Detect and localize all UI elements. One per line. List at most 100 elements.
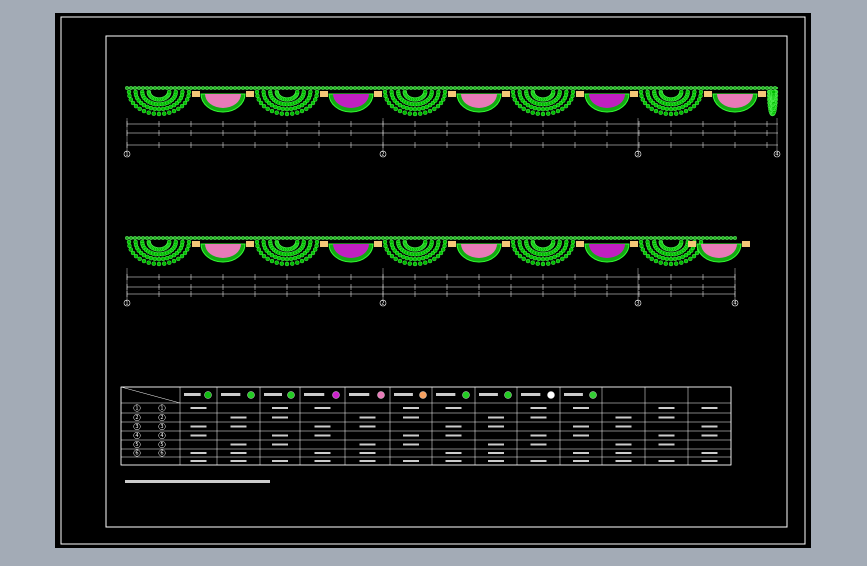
cell-text	[445, 434, 462, 437]
garland-dot	[179, 103, 185, 109]
cell-text	[530, 443, 547, 446]
rail-plant	[361, 85, 366, 90]
rail-plant	[629, 85, 634, 90]
rail-plant	[665, 85, 670, 90]
garland-dot	[146, 110, 151, 115]
garland-dot	[401, 254, 406, 260]
garland-dot	[295, 89, 300, 95]
rail-plant	[136, 85, 141, 90]
row-number: 5	[135, 442, 138, 448]
garland-dot	[133, 103, 139, 109]
cell-text	[359, 452, 376, 454]
rail-plant	[657, 85, 662, 90]
rail-plant	[297, 85, 302, 90]
garland-dot	[307, 103, 313, 109]
garland-dot	[274, 260, 279, 265]
rail-plant	[176, 85, 181, 90]
header-text	[184, 393, 201, 396]
rail-plant	[385, 235, 390, 240]
row-number: 2	[135, 415, 138, 421]
garland-dot	[186, 93, 191, 99]
axis-bubble	[773, 150, 781, 158]
rail-plant	[144, 85, 149, 90]
rail-plant	[441, 235, 446, 240]
flower-bed-inner	[701, 244, 737, 258]
garland-dot	[137, 256, 142, 262]
rail-plant	[220, 235, 225, 240]
cell-text	[359, 443, 376, 446]
garland-dot	[442, 93, 447, 99]
garland-dot	[653, 258, 659, 264]
garland-dot	[151, 261, 156, 266]
axis-label: 4	[733, 301, 736, 307]
rail-plant	[429, 85, 434, 90]
garland-dot	[279, 261, 284, 266]
garland-dot	[645, 103, 651, 109]
garland-dot	[412, 261, 418, 267]
rail-plant	[565, 85, 570, 90]
rail-plant	[248, 85, 253, 90]
garland-dot	[570, 93, 575, 99]
garland-dot	[127, 93, 132, 99]
garland-dot	[284, 111, 290, 117]
garland-dot	[420, 105, 426, 111]
garland-dot	[254, 239, 260, 245]
rail-plant	[365, 85, 370, 90]
rail-plant	[517, 235, 522, 240]
garland-dot	[688, 256, 693, 262]
garland-dot	[642, 100, 648, 106]
rail-plant	[465, 85, 470, 90]
rail-plant	[172, 85, 177, 90]
shrub	[192, 241, 200, 247]
garland-dot	[397, 258, 403, 264]
rail-plant	[593, 235, 598, 240]
rail-plant	[453, 85, 458, 90]
rail-plant	[188, 85, 193, 90]
rail-plant	[244, 235, 249, 240]
rail-plant	[685, 85, 690, 90]
garland-dot	[307, 253, 313, 259]
rail-plant	[228, 235, 233, 240]
cell-text	[615, 416, 632, 419]
rail-plant	[573, 235, 578, 240]
total-text	[314, 460, 331, 462]
rail-plant	[156, 85, 161, 90]
rail-plant	[557, 85, 562, 90]
rail-plant	[569, 235, 574, 240]
rail-plant	[269, 235, 274, 240]
rail-plant	[473, 235, 478, 240]
rail-plant	[689, 85, 694, 90]
legend-icon	[287, 391, 295, 399]
garland-dot	[440, 247, 446, 252]
rail-plant	[409, 85, 414, 90]
rail-plant	[565, 235, 570, 240]
rail-plant	[449, 235, 454, 240]
rail-plant	[481, 85, 486, 90]
rail-plant	[381, 85, 386, 90]
garland-dot	[560, 106, 565, 112]
rail-plant	[168, 85, 173, 90]
rail-plant	[561, 85, 566, 90]
rail-plant	[265, 235, 270, 240]
rail-plant	[545, 235, 550, 240]
cell-text	[190, 452, 207, 454]
total-text	[403, 460, 419, 462]
rail-plant	[140, 85, 145, 90]
rail-plant	[621, 85, 626, 90]
rail-plant	[257, 235, 262, 240]
cell-text	[230, 416, 247, 419]
rail-plant	[152, 85, 157, 90]
header-text	[436, 393, 456, 396]
axis-label: 1	[125, 152, 128, 158]
rail-plant	[277, 85, 282, 90]
rail-plant	[549, 235, 554, 240]
shrub	[576, 241, 584, 247]
total-text	[488, 460, 504, 462]
rail-plant	[397, 85, 402, 90]
rail-plant	[369, 85, 374, 90]
rail-plant	[709, 235, 714, 240]
garland-dot	[510, 89, 516, 95]
garland-dot	[312, 97, 318, 102]
cell-text	[573, 452, 589, 454]
rail-plant	[164, 235, 169, 240]
